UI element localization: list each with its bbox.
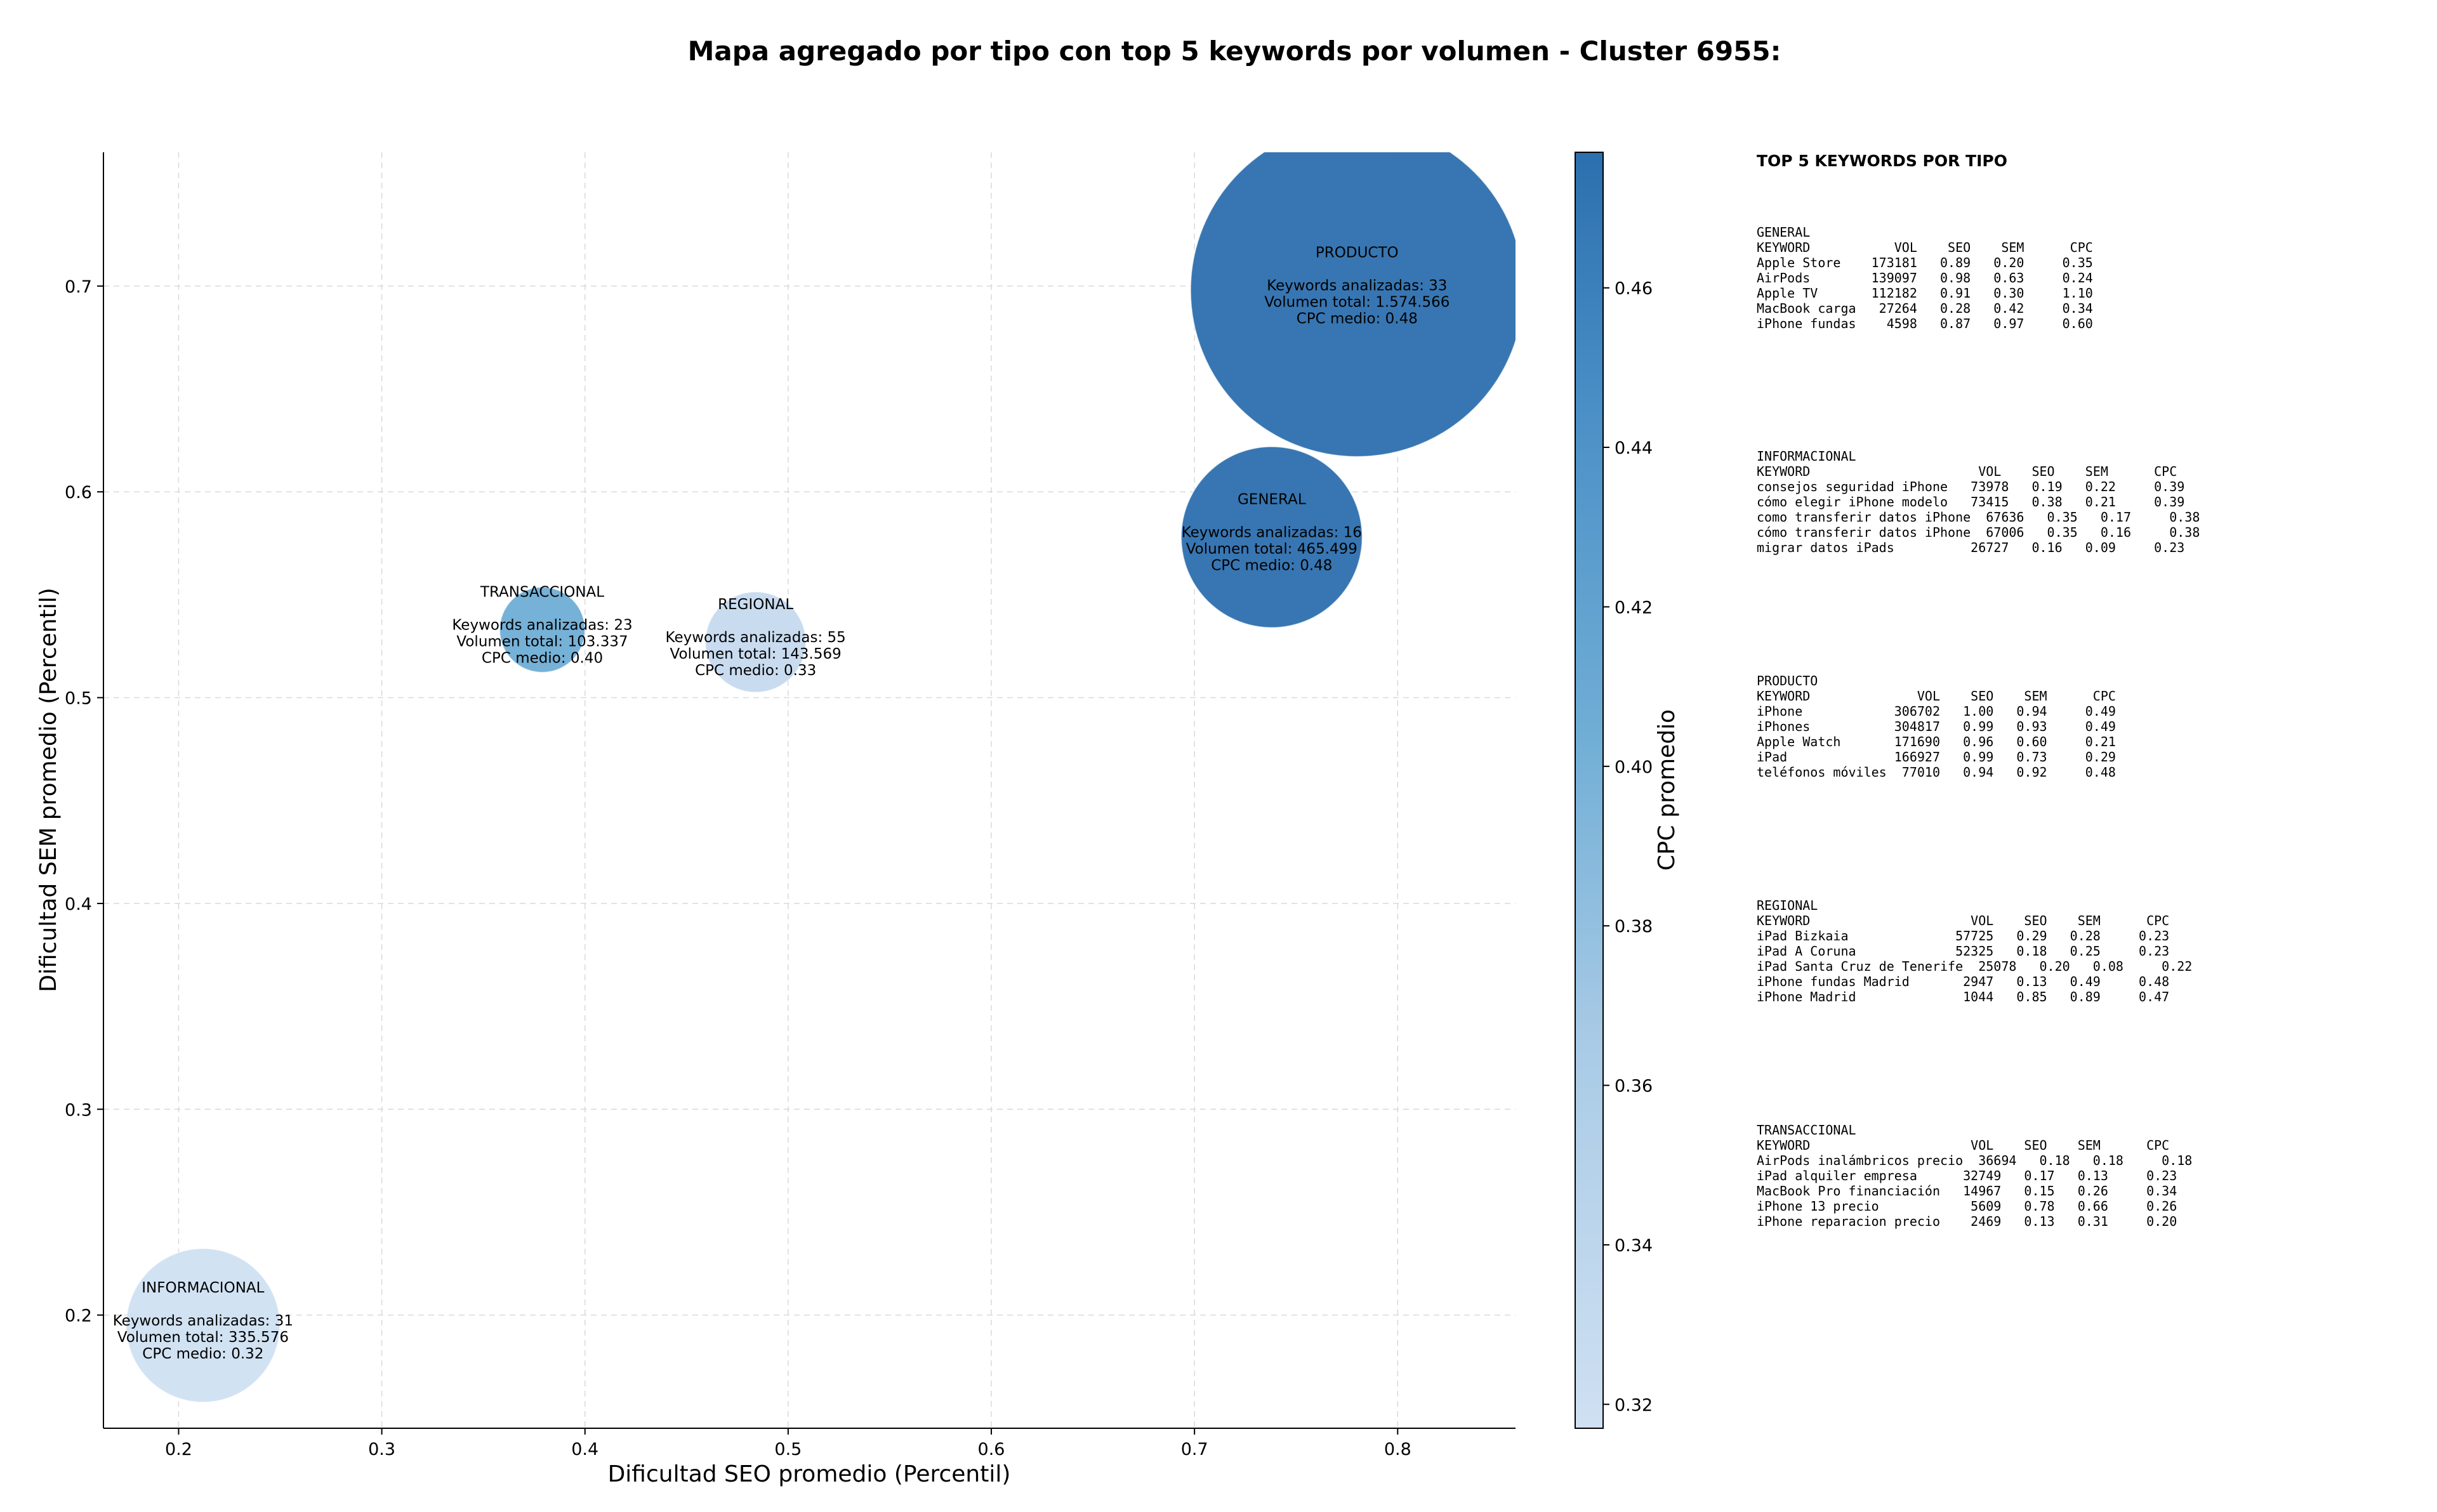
side-table-row: Apple Watch 171690 0.96 0.60 0.21 (1757, 734, 2116, 749)
bubble-label-volume-line: Volumen total: 335.576 (117, 1329, 289, 1346)
side-table-row: iPhone fundas Madrid 2947 0.13 0.49 0.48 (1757, 974, 2169, 989)
bubble-informacional (126, 1248, 281, 1403)
bubble-label-keywords-line: Keywords analizadas: 33 (1267, 277, 1447, 294)
bubble-label-keywords-line: Keywords analizadas: 16 (1182, 525, 1362, 541)
side-group-name: PRODUCTO (1757, 673, 1818, 688)
side-table-row: iPhones 304817 0.99 0.93 0.49 (1757, 719, 2116, 734)
colorbar-label: CPC promedio (1654, 709, 1680, 871)
x-tick-label: 0.5 (774, 1440, 802, 1459)
side-table-row: teléfonos móviles 77010 0.94 0.92 0.48 (1757, 765, 2116, 780)
bubble-label-name: REGIONAL (718, 596, 793, 613)
y-tick-label: 0.6 (65, 483, 92, 503)
colorbar (1575, 152, 1604, 1429)
chart-title: Mapa agregado por tipo con top 5 keyword… (688, 36, 1781, 67)
side-table-row: cómo transferir datos iPhone 67006 0.35 … (1757, 525, 2200, 540)
bubble-label-name: TRANSACCIONAL (480, 584, 604, 601)
colorbar-tick-label: 0.42 (1615, 598, 1653, 617)
side-group-name: GENERAL (1757, 225, 1810, 240)
colorbar-ticks: 0.32 0.34 0.36 0.38 0.40 0.42 0.44 0.46 (1603, 279, 1653, 1415)
side-table-row: iPad A Coruna 52325 0.18 0.25 0.23 (1757, 943, 2169, 959)
y-tick-label: 0.3 (65, 1100, 92, 1120)
grid-lines (103, 152, 1516, 1428)
x-tick-label: 0.4 (571, 1440, 598, 1459)
bubble-transaccional (499, 586, 586, 673)
bubble-layer (126, 152, 1516, 1403)
side-table-row: como transferir datos iPhone 67636 0.35 … (1757, 509, 2200, 525)
side-table-row: iPad Santa Cruz de Tenerife 25078 0.20 0… (1757, 959, 2192, 974)
side-panel-title: TOP 5 KEYWORDS POR TIPO (1757, 152, 2007, 170)
bubble-label-volume-line: Volumen total: 1.574.566 (1264, 294, 1450, 310)
side-table-row: iPhone 306702 1.00 0.94 0.49 (1757, 704, 2116, 719)
side-table-row: MacBook Pro financiación 14967 0.15 0.26… (1757, 1183, 2177, 1199)
side-table-row: AirPods 139097 0.98 0.63 0.24 (1757, 270, 2093, 286)
side-table-header: KEYWORD VOL SEO SEM CPC (1757, 913, 2169, 928)
side-table-row: iPad alquiler empresa 32749 0.17 0.13 0.… (1757, 1168, 2177, 1183)
bubble-label-cpc-line: CPC medio: 0.48 (1297, 310, 1418, 327)
x-tick-label: 0.2 (165, 1440, 192, 1459)
bubble-label-cpc-line: CPC medio: 0.32 (142, 1346, 263, 1362)
y-axis-ticks: 0.2 0.3 0.4 0.5 0.6 0.7 (65, 277, 103, 1326)
side-table-header: KEYWORD VOL SEO SEM CPC (1757, 240, 2093, 255)
side-table-header: KEYWORD VOL SEO SEM CPC (1757, 464, 2177, 479)
side-table-row: iPhone fundas 4598 0.87 0.97 0.60 (1757, 316, 2093, 331)
bubble-label-name: PRODUCTO (1316, 244, 1399, 261)
y-tick-label: 0.2 (65, 1306, 92, 1326)
colorbar-tick-label: 0.46 (1615, 279, 1653, 299)
x-axis-label: Dificultad SEO promedio (Percentil) (608, 1461, 1011, 1487)
bubble-general (1180, 446, 1363, 628)
colorbar-tick-label: 0.34 (1615, 1236, 1653, 1256)
side-table-row: iPad 166927 0.99 0.73 0.29 (1757, 749, 2116, 765)
bubble-label-cpc-line: CPC medio: 0.40 (482, 650, 603, 667)
y-tick-label: 0.4 (65, 895, 92, 914)
colorbar-tick-label: 0.44 (1615, 438, 1653, 458)
bubble-label-volume-line: Volumen total: 465.499 (1186, 541, 1357, 558)
x-tick-label: 0.3 (368, 1440, 395, 1459)
bubble-regional (704, 591, 807, 693)
side-table-row: migrar datos iPads 26727 0.16 0.09 0.23 (1757, 540, 2184, 555)
x-tick-label: 0.6 (978, 1440, 1005, 1459)
bubble-label-keywords-line: Keywords analizadas: 31 (113, 1313, 293, 1329)
bubble-label-volume-line: Volumen total: 103.337 (456, 634, 628, 650)
bubble-label-cpc-line: CPC medio: 0.48 (1211, 558, 1332, 574)
side-table-row: iPhone 13 precio 5609 0.78 0.66 0.26 (1757, 1199, 2177, 1214)
colorbar-tick-label: 0.40 (1615, 758, 1653, 777)
bubble-label-name: GENERAL (1238, 492, 1306, 508)
side-table-row: Apple Store 173181 0.89 0.20 0.35 (1757, 255, 2093, 270)
colorbar-tick-label: 0.32 (1615, 1395, 1653, 1415)
bubble-producto (1190, 152, 1516, 457)
side-table-row: MacBook carga 27264 0.28 0.42 0.34 (1757, 301, 2093, 316)
side-table-header: KEYWORD VOL SEO SEM CPC (1757, 1138, 2169, 1153)
bubble-label-keywords-line: Keywords analizadas: 23 (452, 617, 632, 634)
side-table-header: KEYWORD VOL SEO SEM CPC (1757, 688, 2116, 704)
side-table-row: consejos seguridad iPhone 73978 0.19 0.2… (1757, 479, 2184, 494)
y-tick-label: 0.5 (65, 689, 92, 709)
y-tick-label: 0.7 (65, 277, 92, 297)
x-tick-label: 0.7 (1181, 1440, 1208, 1459)
side-table-row: cómo elegir iPhone modelo 73415 0.38 0.2… (1757, 494, 2184, 509)
x-axis-ticks: 0.2 0.3 0.4 0.5 0.6 0.7 0.8 (165, 1428, 1411, 1459)
bubble-label-keywords-line: Keywords analizadas: 55 (666, 629, 846, 646)
bubble-label-name: INFORMACIONAL (142, 1280, 264, 1296)
y-axis-label: Dificultad SEM promedio (Percentil) (36, 588, 62, 992)
side-table-row: iPhone reparacion precio 2469 0.13 0.31 … (1757, 1214, 2177, 1229)
x-tick-label: 0.8 (1384, 1440, 1411, 1459)
side-table-row: iPad Bizkaia 57725 0.29 0.28 0.23 (1757, 928, 2169, 943)
side-group-name: INFORMACIONAL (1757, 449, 1856, 464)
side-group-name: REGIONAL (1757, 898, 1818, 913)
side-table-row: Apple TV 112182 0.91 0.30 1.10 (1757, 286, 2093, 301)
bubble-label-volume-line: Volumen total: 143.569 (670, 646, 842, 662)
side-group-name: TRANSACCIONAL (1757, 1122, 1856, 1138)
colorbar-tick-label: 0.36 (1615, 1077, 1653, 1096)
side-table-row: AirPods inalámbricos precio 36694 0.18 0… (1757, 1153, 2192, 1168)
side-table-row: iPhone Madrid 1044 0.85 0.89 0.47 (1757, 989, 2169, 1004)
bubble-label-cpc-line: CPC medio: 0.33 (695, 662, 816, 679)
colorbar-tick-label: 0.38 (1615, 917, 1653, 937)
